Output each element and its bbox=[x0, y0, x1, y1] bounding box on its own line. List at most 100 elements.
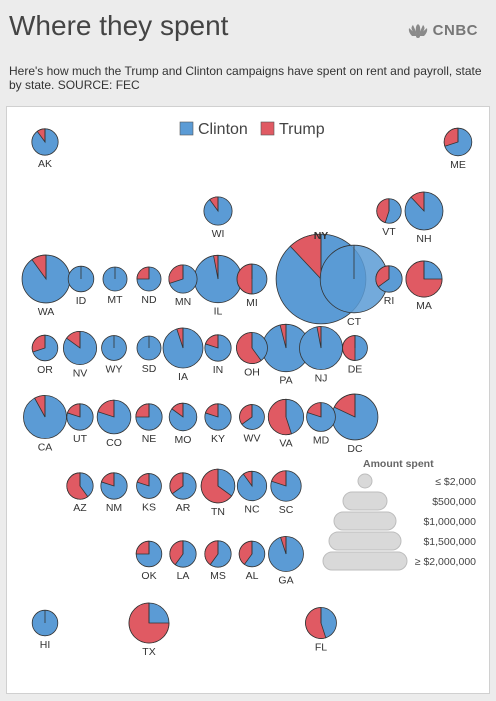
state-pie-nm: NM bbox=[100, 472, 128, 514]
state-label-ok: OK bbox=[141, 570, 156, 582]
state-pie-vt: VT bbox=[376, 198, 402, 238]
state-label-wy: WY bbox=[106, 363, 123, 375]
state-pie-hi: HI bbox=[31, 609, 59, 651]
state-label-mo: MO bbox=[175, 434, 192, 446]
state-label-ny: NY bbox=[314, 230, 329, 242]
size-legend-label: ≥ $2,000,000 bbox=[415, 556, 476, 568]
state-pie-ne: NE bbox=[135, 403, 163, 445]
clinton-swatch bbox=[179, 121, 194, 136]
trump-slice bbox=[169, 472, 184, 495]
state-pie-ms: MS bbox=[204, 540, 232, 582]
state-label-nm: NM bbox=[106, 502, 122, 514]
trump-slice bbox=[135, 540, 150, 555]
state-label-ri: RI bbox=[384, 295, 395, 307]
trump-slice bbox=[242, 470, 253, 488]
state-label-fl: FL bbox=[315, 641, 327, 653]
state-pie-la: LA bbox=[169, 540, 197, 582]
state-pie-ak: AK bbox=[31, 128, 59, 170]
trump-slice bbox=[128, 602, 170, 644]
state-label-me: ME bbox=[450, 159, 466, 171]
state-pie-sc: SC bbox=[270, 470, 302, 516]
pie-map-chart: Clinton Trump NY CT WA IL PA DC NJ CA IA TX NH MA VA GA… bbox=[21, 121, 476, 658]
trump-slice bbox=[333, 393, 356, 418]
trump-swatch bbox=[260, 121, 275, 136]
peacock-icon bbox=[408, 23, 427, 38]
trump-slice bbox=[405, 260, 443, 298]
state-pie-oh: OH bbox=[236, 332, 268, 378]
trump-slice bbox=[280, 536, 287, 555]
legend-label-clinton: Clinton bbox=[198, 121, 248, 138]
state-pie-ca: CA bbox=[23, 395, 67, 454]
state-pie-wy: WY bbox=[101, 335, 127, 375]
state-pie-wi: WI bbox=[203, 196, 233, 240]
state-label-ak: AK bbox=[38, 158, 52, 170]
state-pie-ar: AR bbox=[169, 472, 197, 514]
size-legend-label: $1,000,000 bbox=[423, 516, 476, 528]
state-label-nc: NC bbox=[244, 504, 260, 516]
state-label-ks: KS bbox=[142, 501, 156, 513]
state-label-ga: GA bbox=[278, 574, 293, 586]
trump-slice bbox=[239, 404, 253, 425]
trump-slice bbox=[271, 470, 287, 487]
state-pie-ma: MA bbox=[405, 260, 443, 312]
state-label-wa: WA bbox=[38, 306, 55, 318]
state-pie-va: VA bbox=[267, 398, 305, 450]
state-label-id: ID bbox=[76, 295, 87, 307]
chart-subtitle: Here's how much the Trump and Clinton ca… bbox=[9, 64, 482, 92]
state-pie-me: ME bbox=[443, 127, 473, 171]
trump-slice bbox=[135, 403, 150, 418]
state-label-sd: SD bbox=[142, 363, 157, 375]
state-label-md: MD bbox=[313, 434, 330, 446]
state-pie-ok: OK bbox=[135, 540, 163, 582]
state-pie-ia: IA bbox=[162, 327, 204, 383]
state-pie-al: AL bbox=[238, 540, 266, 582]
trump-slice bbox=[443, 127, 459, 147]
trump-slice bbox=[204, 540, 219, 566]
state-pie-il: IL bbox=[193, 254, 243, 318]
state-label-sc: SC bbox=[279, 504, 294, 516]
state-pie-id: ID bbox=[67, 265, 95, 307]
size-legend-title: Amount spent bbox=[363, 458, 434, 470]
state-label-tn: TN bbox=[211, 506, 225, 518]
state-label-wv: WV bbox=[244, 432, 261, 444]
state-label-mi: MI bbox=[246, 297, 258, 309]
trump-slice bbox=[279, 323, 287, 349]
state-pie-ga: GA bbox=[268, 536, 304, 586]
state-label-or: OR bbox=[37, 364, 53, 376]
state-label-nv: NV bbox=[73, 368, 88, 380]
state-label-oh: OH bbox=[244, 366, 260, 378]
state-pie-nd: ND bbox=[136, 266, 162, 306]
state-label-in: IN bbox=[213, 364, 224, 376]
trump-slice bbox=[66, 472, 89, 500]
state-pie-ks: KS bbox=[136, 473, 162, 513]
state-label-mn: MN bbox=[175, 296, 191, 308]
trump-slice bbox=[31, 334, 46, 353]
legend-label-trump: Trump bbox=[279, 121, 325, 138]
trump-slice bbox=[136, 266, 150, 280]
state-label-mt: MT bbox=[107, 294, 123, 306]
state-pie-tx: TX bbox=[128, 602, 170, 658]
state-label-hi: HI bbox=[40, 639, 51, 651]
size-legend: Amount spent ≥ $2,000,000 $1,500,000 $1,000… bbox=[322, 458, 476, 571]
trump-slice bbox=[31, 254, 47, 281]
trump-slice bbox=[209, 196, 219, 213]
state-pie-ut: UT bbox=[66, 403, 94, 445]
size-legend-label: ≤ $2,000 bbox=[435, 476, 476, 488]
state-pie-mn: MN bbox=[168, 264, 198, 308]
trump-slice bbox=[236, 263, 253, 295]
trump-slice bbox=[376, 198, 390, 224]
state-label-nh: NH bbox=[416, 233, 431, 245]
size-legend-shape bbox=[328, 531, 402, 551]
trump-slice bbox=[169, 540, 184, 566]
brand-name: CNBC bbox=[432, 22, 478, 39]
state-pie-nv: NV bbox=[62, 330, 98, 380]
trump-slice bbox=[97, 399, 115, 418]
state-pie-nc: NC bbox=[236, 470, 268, 516]
state-label-ct: CT bbox=[347, 316, 362, 328]
state-pie-az: AZ bbox=[66, 472, 94, 514]
state-label-ms: MS bbox=[210, 570, 226, 582]
chart-panel: Clinton Trump NY CT WA IL PA DC NJ CA IA TX NH MA VA GA… bbox=[6, 106, 490, 694]
state-label-ne: NE bbox=[142, 433, 157, 445]
state-label-il: IL bbox=[214, 306, 223, 318]
state-pie-in: IN bbox=[204, 334, 232, 376]
